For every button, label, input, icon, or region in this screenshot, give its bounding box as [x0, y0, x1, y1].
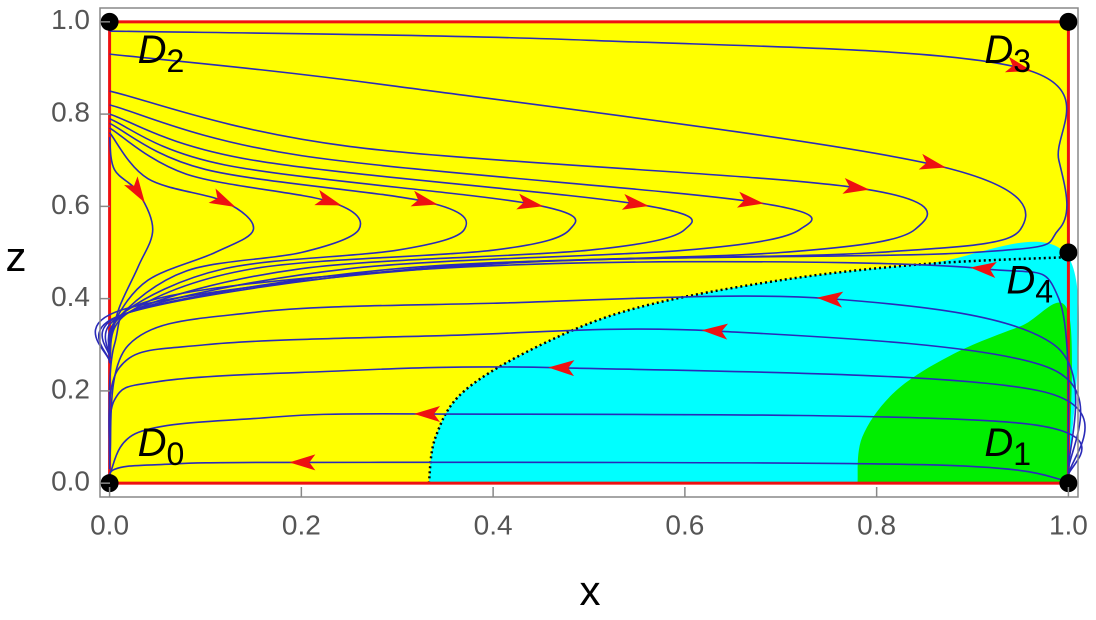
point-label: D0: [138, 421, 185, 473]
fixed-point: [1059, 12, 1078, 31]
point-label-sub: 3: [1013, 43, 1031, 79]
flow-arrow: [124, 176, 145, 203]
flow-arrow: [701, 323, 729, 340]
flow-arrow: [314, 189, 342, 206]
flow-arrow: [842, 177, 870, 194]
point-label-sub: 2: [166, 43, 184, 79]
streamline: [108, 137, 154, 345]
flow-arrow: [410, 190, 438, 207]
point-label-sub: 1: [1013, 437, 1031, 473]
x-tick-label: 1.0: [1049, 509, 1088, 540]
point-label-sub: 0: [166, 437, 184, 473]
y-tick-label: 0.8: [51, 96, 90, 127]
streamline: [108, 117, 577, 359]
point-label: D4: [1006, 258, 1053, 310]
streamline: [108, 260, 1070, 474]
point-label-name: D: [984, 27, 1013, 71]
flow-arrow: [736, 191, 764, 208]
x-tick-label: 0.2: [282, 509, 321, 540]
point-label-name: D: [138, 27, 167, 71]
flow-arrow: [970, 262, 997, 278]
y-tick-label: 0.0: [51, 466, 90, 497]
y-tick-label: 0.4: [51, 281, 90, 312]
point-label-name: D: [138, 421, 167, 465]
streamline: [104, 104, 813, 359]
flow-arrow: [918, 153, 946, 170]
point-label-sub: 4: [1035, 274, 1053, 310]
streamline: [98, 53, 1027, 364]
region: [857, 302, 1072, 484]
flow-arrow: [816, 291, 844, 308]
streamline: [94, 30, 1068, 364]
y-axis-label: z: [6, 233, 27, 280]
x-tick-label: 0.0: [90, 509, 129, 540]
point-label-name: D: [984, 421, 1013, 465]
streamline: [108, 461, 1069, 484]
streamline: [108, 366, 1086, 479]
streamline: [108, 413, 1083, 480]
fixed-point: [1059, 243, 1078, 262]
flow-arrow: [414, 406, 441, 423]
flow-arrow: [208, 188, 236, 207]
streamline: [108, 122, 468, 355]
y-tick-label: 0.2: [51, 373, 90, 404]
y-tick-label: 0.6: [51, 189, 90, 220]
flow-arrow: [289, 454, 316, 471]
flow-arrow: [1004, 56, 1033, 73]
point-label: D2: [138, 27, 185, 79]
streamline: [108, 295, 1077, 475]
point-label-name: D: [1006, 258, 1035, 302]
streamline: [108, 328, 1082, 475]
x-axis-label: x: [580, 567, 601, 614]
flow-arrow: [516, 193, 544, 210]
x-tick-label: 0.8: [857, 509, 896, 540]
plot-frame: [99, 7, 1079, 498]
streamline: [108, 127, 362, 355]
x-tick-label: 0.6: [665, 509, 704, 540]
flow-arrow: [548, 360, 575, 377]
y-tick-label: 1.0: [51, 4, 90, 35]
point-label: D1: [984, 421, 1031, 473]
point-label: D3: [984, 27, 1031, 79]
flow-arrow: [621, 193, 649, 210]
x-tick-label: 0.4: [474, 509, 513, 540]
fixed-point: [1059, 474, 1078, 493]
